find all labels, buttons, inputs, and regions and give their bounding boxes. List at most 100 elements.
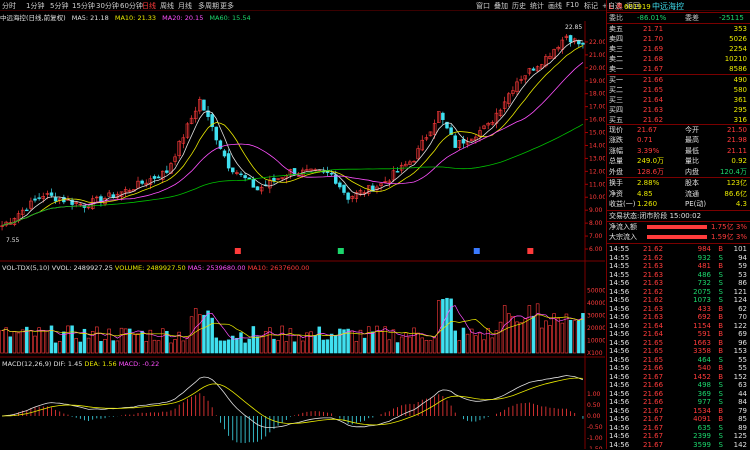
ask-price: 21.67 <box>643 65 664 73</box>
volume-bar <box>395 342 400 354</box>
period-tab-2[interactable]: 5分钟 <box>50 2 69 10</box>
period-tab-5[interactable]: 60分钟 <box>120 2 143 10</box>
quote-row: 外盘 128.6万 内盘 120.4万 <box>607 167 750 177</box>
ask-label: 卖一 <box>609 65 623 73</box>
volume-bar <box>198 314 202 354</box>
candle-body <box>387 180 392 183</box>
volume-bar <box>494 330 499 354</box>
ask-price: 21.71 <box>643 25 664 33</box>
period-tab-0[interactable]: 分时 <box>2 2 16 10</box>
bid-label: 买二 <box>609 86 623 94</box>
toolbar-action-2[interactable]: 历史 <box>512 2 526 10</box>
info-value: 4.85 <box>637 189 653 198</box>
volume-bar <box>41 330 45 354</box>
kline-chart-area[interactable]: 22.00 21.00 20.00 19.00 18.00 17.00 16.00 15.00… <box>0 21 605 449</box>
info-row: 收益(一) 1.260 PE(动) 4.3 <box>607 199 750 209</box>
ask-row: 卖三 21.69 2254 <box>607 44 750 54</box>
bid-price: 21.66 <box>643 76 664 84</box>
toolbar-action-5[interactable]: F10 <box>566 1 579 9</box>
candle-body <box>235 172 239 174</box>
volume-bar <box>136 333 140 354</box>
period-tab-9[interactable]: 多周期 <box>198 2 219 10</box>
volume-bar <box>185 337 190 354</box>
quote-row: 总量 249.0万 量比 0.92 <box>607 156 750 166</box>
bid-price: 21.62 <box>643 116 664 124</box>
volume-bar <box>478 332 482 354</box>
volume-bar <box>57 341 62 354</box>
volume-bar <box>49 325 54 354</box>
candle-body <box>519 79 523 81</box>
dif-line <box>2 375 584 428</box>
tick-volume: 1452 <box>693 372 711 381</box>
tick-row: 14:56 21.62 1073 S 124 <box>607 295 750 305</box>
tick-price: 21.67 <box>643 423 664 432</box>
period-tab-10[interactable]: 更多 <box>220 2 234 10</box>
ask-price: 21.70 <box>643 35 664 43</box>
tick-side: S <box>718 423 723 432</box>
volume-bar <box>255 336 260 354</box>
candle-body <box>226 153 231 169</box>
info-value: 123亿 <box>726 179 747 187</box>
flow-pct: 3% <box>735 233 747 241</box>
tick-price: 21.63 <box>643 262 664 270</box>
candle-body <box>346 192 350 200</box>
bid-row: 买三 21.64 361 <box>607 95 750 105</box>
volume-bar <box>276 340 280 354</box>
candle-body <box>152 176 157 179</box>
volume-bar <box>82 328 87 354</box>
tick-count: 84 <box>738 398 747 406</box>
tick-count: 69 <box>738 330 747 338</box>
volume-bar <box>296 335 301 354</box>
price-axis-label: 22.00 <box>589 39 605 46</box>
candle-body <box>309 168 313 171</box>
volume-bar <box>259 335 264 354</box>
vol-ma10-value: MA10: 2637600.00 <box>247 264 310 272</box>
toolbar-action-3[interactable]: 统计 <box>530 2 544 10</box>
volume-bar <box>123 328 128 354</box>
candle-body <box>350 196 354 199</box>
volume-bar <box>111 340 116 354</box>
tick-time: 14:56 <box>609 296 630 304</box>
period-tab-1[interactable]: 1分钟 <box>26 2 45 10</box>
flow-label: 净流入额 <box>609 223 637 231</box>
ma20-line <box>1 62 584 227</box>
period-tab-4[interactable]: 30分钟 <box>96 2 119 10</box>
volume-bar <box>4 327 8 354</box>
price-axis-label: 10.00 <box>589 194 605 201</box>
toolbar-action-6[interactable]: 标记 <box>584 2 598 10</box>
price-axis-label: 18.00 <box>589 91 605 98</box>
volume-bar <box>564 313 569 354</box>
volume-bar <box>214 337 219 354</box>
candle-body <box>165 170 169 173</box>
price-axis-label: 21.00 <box>589 52 605 59</box>
tick-row: 14:55 21.62 984 B 101 <box>607 244 750 254</box>
tick-time: 14:56 <box>609 372 630 381</box>
candle-body <box>243 175 247 179</box>
volume-bar <box>313 335 317 354</box>
volume-bar <box>420 337 425 354</box>
period-tab-7[interactable]: 周线 <box>160 2 174 10</box>
toolbar-action-0[interactable]: 窗口 <box>476 2 490 10</box>
volume-bar <box>544 320 548 354</box>
volume-bar <box>453 330 457 354</box>
toolbar-action-4[interactable]: 画线 <box>548 2 562 10</box>
tick-side: S <box>718 253 723 262</box>
volume-bar <box>408 336 412 354</box>
event-marker <box>473 248 480 254</box>
tick-time: 14:55 <box>609 253 630 262</box>
flow-value: 1.59亿 <box>711 233 734 241</box>
period-tab-3[interactable]: 15分钟 <box>72 2 95 10</box>
volume-bar <box>156 340 161 354</box>
volume-bar <box>527 305 532 354</box>
tick-price: 21.64 <box>643 321 664 330</box>
period-tab-8[interactable]: 月线 <box>178 2 192 10</box>
tick-row: 14:56 21.65 3358 B 153 <box>607 346 750 356</box>
macd-axis-label: -1.00 <box>587 435 603 442</box>
bid-row: 买五 21.62 316 <box>607 115 750 125</box>
toolbar-action-8[interactable]: 返回 <box>626 2 640 10</box>
tick-time: 14:56 <box>609 355 630 364</box>
period-tab-6[interactable]: 日线 <box>142 2 156 10</box>
toolbar-action-7[interactable]: +自选 <box>602 2 622 10</box>
candle-body <box>128 190 132 192</box>
toolbar-action-1[interactable]: 叠加 <box>494 2 508 10</box>
